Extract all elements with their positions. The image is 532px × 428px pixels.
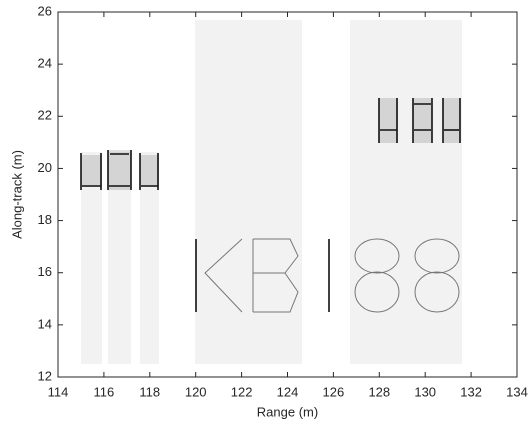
y-tick-label: 24 xyxy=(38,56,52,71)
y-tick-label: 26 xyxy=(38,3,52,18)
x-tick-label: 128 xyxy=(368,384,390,399)
x-tick-label: 134 xyxy=(506,384,528,399)
y-tick-label: 18 xyxy=(38,212,52,227)
x-tick-label: 114 xyxy=(48,384,69,399)
y-axis-label: Along-track (m) xyxy=(9,150,24,239)
y-tick-label: 12 xyxy=(38,368,52,383)
y-tick-label: 16 xyxy=(38,264,52,279)
image-content xyxy=(80,20,462,364)
x-axis-label: Range (m) xyxy=(257,404,318,419)
x-tick-label: 126 xyxy=(323,384,345,399)
x-tick-label: 124 xyxy=(277,384,299,399)
x-tick-label: 132 xyxy=(460,384,482,399)
x-tick-label: 116 xyxy=(94,384,115,399)
x-tick-label: 118 xyxy=(139,384,160,399)
y-tick-label: 14 xyxy=(38,316,52,331)
x-tick-label: 122 xyxy=(231,384,253,399)
y-tick-label: 22 xyxy=(38,108,52,123)
x-tick-label: 130 xyxy=(414,384,436,399)
x-tick-label: 120 xyxy=(185,384,207,399)
y-tick-label: 20 xyxy=(38,160,52,175)
